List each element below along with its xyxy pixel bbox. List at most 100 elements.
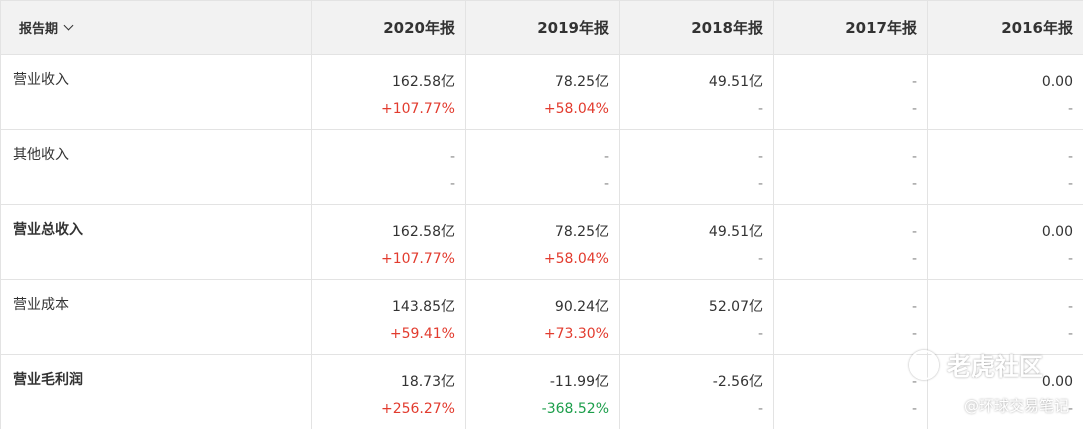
cell-growth: +58.04% — [543, 251, 609, 267]
cell-value: - — [911, 224, 917, 240]
row-label: 营业毛利润 — [0, 354, 312, 429]
value-cell: -- — [773, 354, 928, 429]
year-header: 2019年报 — [465, 0, 620, 55]
value-cell: 143.85亿 +59.41% — [311, 279, 466, 355]
value-cell: -11.99亿 -368.52% — [465, 354, 620, 429]
cell-growth: - — [449, 176, 455, 192]
cell-growth: - — [911, 251, 917, 267]
year-header: 2017年报 — [773, 0, 928, 55]
period-selector[interactable]: 报告期 — [19, 18, 74, 37]
cell-value: 49.51亿 — [708, 74, 763, 90]
value-cell: 78.25亿 +58.04% — [465, 204, 620, 280]
value-cell: 52.07亿 - — [619, 279, 774, 355]
cell-growth: - — [1067, 176, 1073, 192]
cell-growth: +58.04% — [543, 101, 609, 117]
row-label: 营业收入 — [0, 54, 312, 130]
cell-value: -2.56亿 — [712, 374, 763, 390]
value-cell: -- — [773, 204, 928, 280]
cell-growth: - — [757, 251, 763, 267]
cell-value: - — [757, 149, 763, 165]
year-header: 2018年报 — [619, 0, 774, 55]
value-cell: -- — [619, 129, 774, 205]
value-cell: -- — [927, 279, 1083, 355]
chevron-down-icon[interactable] — [63, 20, 74, 31]
cell-growth: - — [911, 176, 917, 192]
cell-value: 0.00 — [1041, 74, 1073, 90]
cell-growth: - — [1067, 326, 1073, 342]
cell-growth: - — [911, 101, 917, 117]
row-label: 营业总收入 — [0, 204, 312, 280]
value-cell: 18.73亿 +256.27% — [311, 354, 466, 429]
year-header: 2020年报 — [311, 0, 466, 55]
cell-growth: - — [757, 401, 763, 417]
cell-value: - — [1067, 299, 1073, 315]
cell-growth: - — [1067, 101, 1073, 117]
cell-growth: +73.30% — [543, 326, 609, 342]
cell-growth: -368.52% — [541, 401, 609, 417]
cell-value: 52.07亿 — [708, 299, 763, 315]
value-cell: -2.56亿 - — [619, 354, 774, 429]
cell-growth: - — [603, 176, 609, 192]
cell-value: -11.99亿 — [549, 374, 609, 390]
cell-value: 0.00 — [1041, 374, 1073, 390]
row-label: 其他收入 — [0, 129, 312, 205]
watermark-logo: 老虎社区 — [909, 347, 1043, 382]
value-cell: 78.25亿 +58.04% — [465, 54, 620, 130]
cell-value: 162.58亿 — [392, 74, 455, 90]
cell-growth: +59.41% — [389, 326, 455, 342]
table-row: 营业毛利润 18.73亿 +256.27% -11.99亿 -368.52% -2.56亿… — [0, 354, 1083, 429]
cell-value: - — [1067, 149, 1073, 165]
cell-growth: - — [911, 326, 917, 342]
cell-growth: - — [757, 326, 763, 342]
value-cell: 162.58亿 +107.77% — [311, 54, 466, 130]
value-cell: -- — [773, 129, 928, 205]
cell-value: 0.00 — [1041, 224, 1073, 240]
watermark-brand: 老虎社区 — [947, 353, 1043, 381]
cell-value: - — [911, 299, 917, 315]
cell-value: - — [603, 149, 609, 165]
cell-value: - — [911, 74, 917, 90]
cell-value: 162.58亿 — [392, 224, 455, 240]
value-cell: 0.00 - — [927, 204, 1083, 280]
period-label: 报告期 — [19, 22, 59, 37]
table-header-row: 报告期 2020年报 2019年报 2018年报 2017年报 2016年报 — [0, 0, 1083, 55]
cell-growth: - — [757, 176, 763, 192]
tiger-logo-icon — [909, 349, 939, 380]
period-header[interactable]: 报告期 — [0, 0, 312, 55]
table-row: 营业总收入 162.58亿 +107.77% 78.25亿 +58.04% 49.51亿 -… — [0, 204, 1083, 280]
value-cell: 162.58亿 +107.77% — [311, 204, 466, 280]
value-cell: -- — [927, 129, 1083, 205]
value-cell: 49.51亿 - — [619, 54, 774, 130]
value-cell: -- — [773, 54, 928, 130]
cell-value: - — [911, 374, 917, 390]
table-row: 营业成本 143.85亿 +59.41% 90.24亿 +73.30% 52.07亿 - - -… — [0, 279, 1083, 355]
cell-value: - — [449, 149, 455, 165]
cell-growth: - — [911, 401, 917, 417]
table-row: 营业收入 162.58亿 +107.77% 78.25亿 +58.04% 49.51亿 - -… — [0, 54, 1083, 130]
value-cell: -- — [465, 129, 620, 205]
cell-value: - — [911, 149, 917, 165]
cell-value: 78.25亿 — [554, 74, 609, 90]
value-cell: 0.00 - — [927, 54, 1083, 130]
value-cell: 49.51亿 - — [619, 204, 774, 280]
cell-value: 78.25亿 — [554, 224, 609, 240]
cell-value: 49.51亿 — [708, 224, 763, 240]
table-row: 其他收入 - - - - - - - - - - — [0, 129, 1083, 205]
value-cell: 0.00 - — [927, 354, 1083, 429]
cell-value: 143.85亿 — [392, 299, 455, 315]
cell-growth: +107.77% — [380, 251, 455, 267]
cell-growth: - — [757, 101, 763, 117]
cell-value: 90.24亿 — [554, 299, 609, 315]
cell-growth: +256.27% — [380, 401, 455, 417]
row-label: 营业成本 — [0, 279, 312, 355]
cell-growth: +107.77% — [380, 101, 455, 117]
year-header: 2016年报 — [927, 0, 1083, 55]
watermark-handle: @环球交易笔记 — [963, 397, 1069, 415]
value-cell: 90.24亿 +73.30% — [465, 279, 620, 355]
cell-growth: - — [1067, 401, 1073, 417]
value-cell: -- — [773, 279, 928, 355]
value-cell: -- — [311, 129, 466, 205]
cell-growth: - — [1067, 251, 1073, 267]
